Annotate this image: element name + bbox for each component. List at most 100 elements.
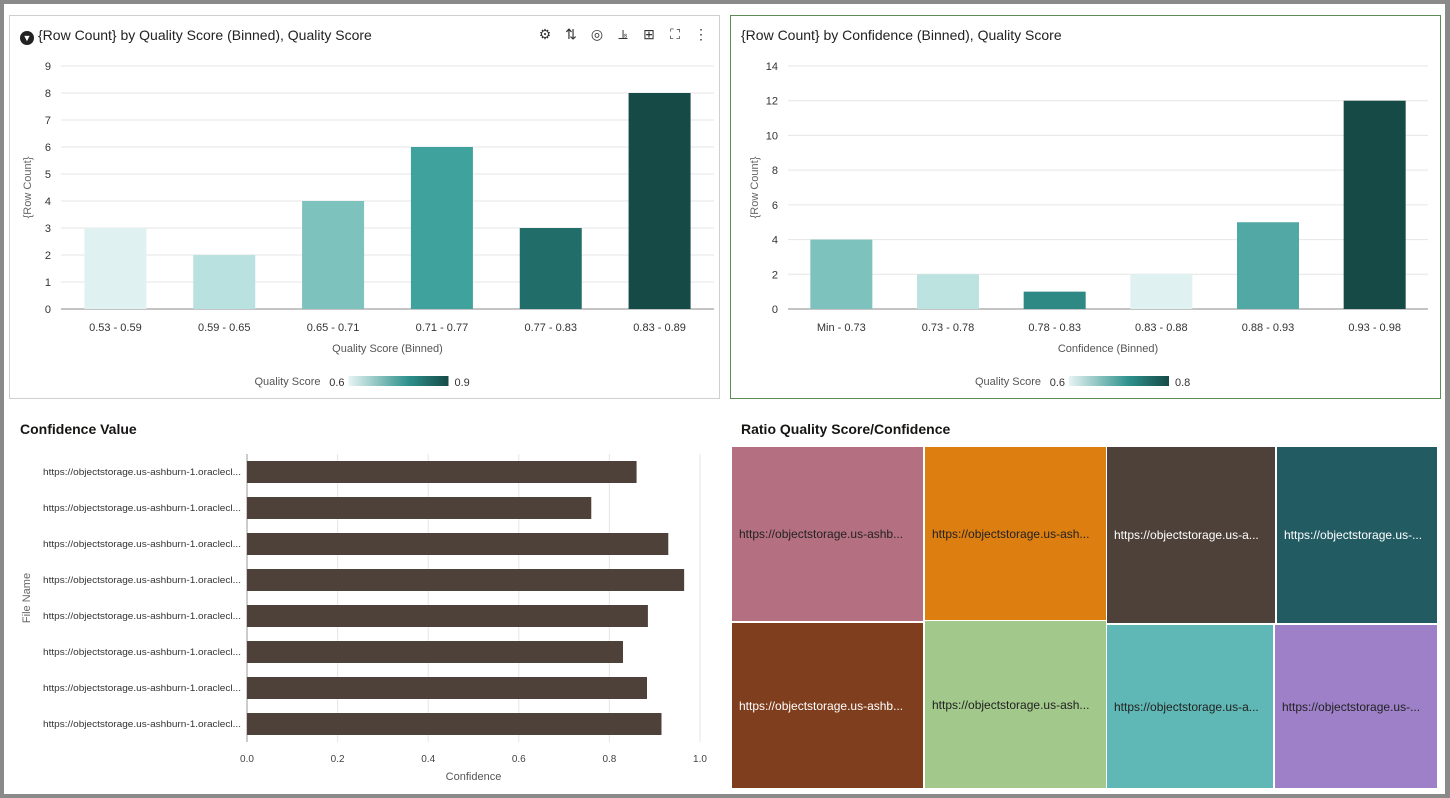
y-tick-label: 7 xyxy=(45,115,51,127)
canvas: ▼ {Row Count} by Quality Score (Binned), … xyxy=(4,4,1445,794)
y-tick-label: 6 xyxy=(772,200,778,212)
legend-gradient xyxy=(1069,376,1169,386)
y-tick-label: https://objectstorage.us-ashburn-1.oracl… xyxy=(43,539,241,549)
y-tick-label: 6 xyxy=(45,142,51,154)
chart-title: {Row Count} by Confidence (Binned), Qual… xyxy=(741,27,1062,43)
chart-title-text: {Row Count} by Quality Score (Binned), Q… xyxy=(38,27,372,43)
target-icon[interactable]: ◎ xyxy=(590,26,604,42)
y-tick-label: https://objectstorage.us-ashburn-1.oracl… xyxy=(43,719,241,729)
y-tick-label: 10 xyxy=(766,130,778,142)
ratio-title: Ratio Quality Score/Confidence xyxy=(741,421,951,437)
data-actions-icon[interactable]: ⚙ xyxy=(538,26,552,42)
tile-label: https://objectstorage.us-... xyxy=(1282,699,1421,714)
y-tick-label: 8 xyxy=(45,88,51,100)
bar xyxy=(247,461,637,483)
y-tick-label: 1 xyxy=(45,277,51,289)
treemap-tile[interactable]: https://objectstorage.us-ash... xyxy=(925,447,1106,620)
chart-properties-icon[interactable]: ⫡ xyxy=(618,26,628,42)
add-canvas-icon[interactable]: ⊞ xyxy=(643,26,655,42)
x-tick-label: 0.93 - 0.98 xyxy=(1348,322,1401,334)
tile-label: https://objectstorage.us-a... xyxy=(1114,528,1259,542)
y-tick-label: 0 xyxy=(45,304,51,316)
y-tick-label: 8 xyxy=(772,165,778,177)
bar xyxy=(917,274,979,309)
bar xyxy=(410,147,473,309)
treemap-tile[interactable]: https://objectstorage.us-... xyxy=(1277,447,1437,623)
maximize-icon[interactable]: ⛶ xyxy=(670,26,680,42)
y-tick-label: 2 xyxy=(45,250,51,262)
y-axis-label: {Row Count} xyxy=(22,156,34,218)
x-axis-label: Confidence (Binned) xyxy=(1058,343,1158,355)
bar xyxy=(1023,291,1086,309)
x-tick-label: 0.2 xyxy=(331,754,345,765)
filter-icon[interactable]: ▼ xyxy=(20,31,34,45)
tile-label: https://objectstorage.us-ash... xyxy=(932,526,1090,541)
x-tick-label: 0.71 - 0.77 xyxy=(416,322,469,334)
x-tick-label: 0.6 xyxy=(512,754,526,765)
y-axis-label: {Row Count} xyxy=(749,156,761,218)
legend-min: 0.6 xyxy=(1050,377,1065,389)
chart-title: ▼ {Row Count} by Quality Score (Binned), … xyxy=(20,27,372,45)
y-tick-label: 3 xyxy=(45,223,51,235)
treemap-tile[interactable]: https://objectstorage.us-ashb... xyxy=(732,447,923,621)
quality-score-chart-panel[interactable]: ▼ {Row Count} by Quality Score (Binned), … xyxy=(9,15,720,399)
legend-label: Quality Score xyxy=(975,376,1041,388)
x-tick-label: 1.0 xyxy=(693,754,707,765)
tile-label: https://objectstorage.us-ash... xyxy=(932,697,1090,712)
x-tick-label: 0.0 xyxy=(240,754,254,765)
treemap-tile[interactable]: https://objectstorage.us-... xyxy=(1275,625,1437,788)
x-tick-label: 0.73 - 0.78 xyxy=(922,322,975,334)
chart-toolbar: ⚙ ⇅ ◎ ⫡ ⊞ ⛶ ⋮ xyxy=(537,26,709,42)
x-tick-label: 0.77 - 0.83 xyxy=(524,322,577,334)
x-tick-label: 0.59 - 0.65 xyxy=(198,322,251,334)
y-tick-label: https://objectstorage.us-ashburn-1.oracl… xyxy=(43,611,241,621)
treemap: https://objectstorage.us-ashb... https://… xyxy=(732,447,1441,792)
x-axis-label: Quality Score (Binned) xyxy=(332,343,443,355)
tile-label: https://objectstorage.us-ashb... xyxy=(739,527,904,541)
legend-max: 0.8 xyxy=(1175,377,1190,389)
bar xyxy=(193,255,256,309)
y-tick-label: 9 xyxy=(45,61,51,73)
y-tick-label: https://objectstorage.us-ashburn-1.oracl… xyxy=(43,647,241,657)
x-tick-label: 0.4 xyxy=(421,754,435,765)
y-tick-label: https://objectstorage.us-ashburn-1.oracl… xyxy=(43,503,241,513)
tile-label: https://objectstorage.us-... xyxy=(1284,528,1423,542)
bar xyxy=(1237,222,1299,309)
treemap-tile[interactable]: https://objectstorage.us-ashb... xyxy=(732,623,923,788)
x-tick-label: Min - 0.73 xyxy=(817,322,866,334)
legend-gradient xyxy=(348,376,449,386)
x-tick-label: 0.8 xyxy=(602,754,616,765)
x-tick-label: 0.53 - 0.59 xyxy=(89,322,142,334)
bar xyxy=(810,239,873,309)
y-tick-label: https://objectstorage.us-ashburn-1.oracl… xyxy=(43,683,241,693)
sort-icon[interactable]: ⇅ xyxy=(565,26,577,42)
bar xyxy=(247,533,669,555)
y-tick-label: 12 xyxy=(766,96,778,108)
tile-label: https://objectstorage.us-ashb... xyxy=(739,698,904,713)
x-tick-label: 0.88 - 0.93 xyxy=(1242,322,1295,334)
x-tick-label: 0.83 - 0.88 xyxy=(1135,322,1188,334)
bar xyxy=(247,497,592,519)
bar xyxy=(247,605,648,627)
bar xyxy=(247,713,662,735)
bar xyxy=(84,228,147,309)
bar xyxy=(519,228,582,309)
x-tick-label: 0.83 - 0.89 xyxy=(633,322,686,334)
y-axis-label: File Name xyxy=(21,573,33,623)
x-axis-label: Confidence xyxy=(446,771,502,783)
y-tick-label: 4 xyxy=(45,196,51,208)
bar xyxy=(247,641,623,663)
treemap-tile[interactable]: https://objectstorage.us-a... xyxy=(1107,625,1273,788)
x-tick-label: 0.65 - 0.71 xyxy=(307,322,360,334)
treemap-tile[interactable]: https://objectstorage.us-a... xyxy=(1107,447,1275,623)
bar xyxy=(302,201,365,309)
y-tick-label: 14 xyxy=(766,61,778,73)
y-tick-label: 2 xyxy=(772,269,778,281)
confidence-chart-panel[interactable]: {Row Count} by Confidence (Binned), Qual… xyxy=(730,15,1441,399)
y-tick-label: 4 xyxy=(772,235,778,247)
y-tick-label: https://objectstorage.us-ashburn-1.oracl… xyxy=(43,575,241,585)
more-options-icon[interactable]: ⋮ xyxy=(694,26,708,42)
treemap-tile[interactable]: https://objectstorage.us-ash... xyxy=(925,621,1106,788)
bar xyxy=(1343,100,1406,309)
bar xyxy=(247,677,647,699)
